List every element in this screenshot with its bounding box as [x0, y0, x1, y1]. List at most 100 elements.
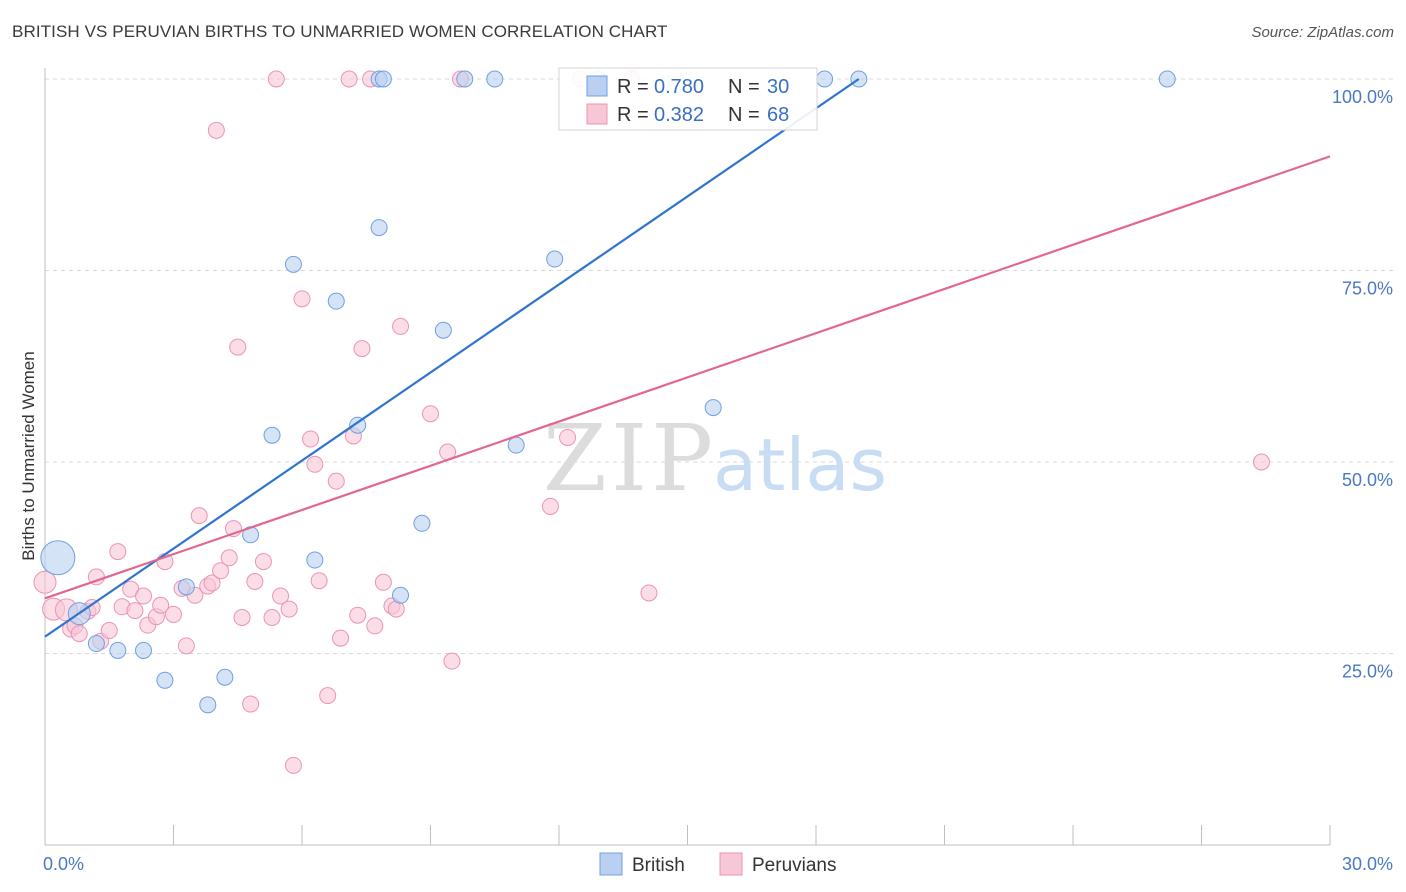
peruvians-point [422, 405, 439, 423]
peruvians-point [319, 687, 337, 705]
y-tick-label: 75.0% [1342, 279, 1393, 299]
peruvians-point [203, 574, 221, 592]
british-point [109, 641, 127, 659]
peruvians-point [109, 543, 127, 561]
chart-title: BRITISH VS PERUVIAN BIRTHS TO UNMARRIED … [12, 22, 668, 41]
y-axis-title: Births to Unmarried Women [19, 351, 38, 560]
peruvians-point [349, 606, 367, 624]
british-point [306, 551, 324, 569]
bottom-legend-swatch-british [599, 852, 623, 876]
peruvians-trend-line [44, 155, 1331, 600]
peruvians-point [233, 608, 251, 626]
peruvians-point [246, 572, 264, 590]
peruvians-point [70, 625, 88, 643]
british-point [263, 426, 281, 444]
british-point [87, 635, 105, 653]
british-point [546, 250, 564, 268]
watermark-zip: ZIP [543, 405, 717, 512]
legend-n-label: N = [728, 76, 760, 98]
peruvians-point [212, 562, 230, 580]
peruvians-point [33, 570, 57, 594]
british-point [486, 70, 504, 88]
british-point [1158, 70, 1176, 88]
peruvians-point [254, 553, 272, 571]
legend-r-label: R = [617, 76, 649, 98]
legend-swatch-peruvians [586, 103, 608, 125]
source-label: Source: ZipAtlas.com [1251, 24, 1394, 41]
bottom-legend: British Peruvians [599, 852, 837, 876]
peruvians-point [267, 70, 285, 88]
peruvians-point [327, 472, 345, 490]
peruvians-point [443, 652, 461, 670]
peruvians-point [220, 549, 238, 567]
peruvians-point [366, 617, 384, 635]
british-point [456, 70, 474, 88]
british-trend-line [44, 78, 860, 638]
peruvians-point [126, 602, 144, 620]
peruvians-point [332, 629, 350, 647]
british-point [507, 436, 525, 454]
peruvians-point [284, 756, 302, 774]
peruvians-point [640, 584, 658, 602]
british-point [216, 668, 234, 686]
british-point [327, 292, 345, 310]
peruvians-point [559, 428, 577, 446]
british-point [392, 586, 410, 604]
axes [44, 68, 1331, 846]
peruvians-point [229, 338, 247, 356]
british-point [370, 219, 388, 237]
peruvians-point [152, 596, 170, 614]
british-point [704, 399, 722, 417]
peruvians-point [541, 497, 559, 515]
peruvians-point [263, 608, 281, 626]
legend-r-value: 0.780 [654, 76, 704, 98]
y-tick-label: 50.0% [1342, 470, 1393, 490]
british-point [40, 540, 76, 576]
bottom-legend-swatch-peruvians [719, 852, 743, 876]
peruvians-point [302, 430, 320, 448]
peruvians-point [306, 455, 324, 473]
watermark: ZIP atlas [543, 405, 887, 512]
peruvians-point [207, 121, 225, 139]
british-point [284, 255, 302, 273]
peruvians-point [100, 622, 118, 640]
legend-r-label: R = [617, 104, 649, 126]
peruvians-point [293, 290, 311, 308]
british-point [816, 70, 834, 88]
british-point [199, 696, 217, 714]
y-tick-labels: 25.0% 50.0% 75.0% 100.0% [1332, 87, 1393, 682]
legend-r-value: 0.382 [654, 104, 704, 126]
bottom-legend-label-british: British [632, 855, 685, 876]
peruvians-point [135, 587, 153, 605]
peruvians-point [190, 507, 208, 525]
peruvians-point [1252, 453, 1270, 471]
x-tick-label-min: 0.0% [43, 854, 84, 874]
peruvians-point [280, 600, 298, 618]
british-point [374, 70, 392, 88]
legend: R = 0.780 N = 30 R = 0.382 N = 68 [558, 67, 818, 131]
peruvians-point [272, 587, 290, 605]
peruvians-point [310, 572, 328, 590]
peruvians-point [392, 317, 410, 335]
legend-n-value: 30 [767, 76, 789, 98]
y-tick-label: 100.0% [1332, 87, 1393, 107]
y-tick-label: 25.0% [1342, 662, 1393, 682]
british-point [156, 671, 174, 689]
bottom-legend-label-peruvians: Peruvians [752, 855, 837, 876]
peruvians-point [177, 637, 195, 655]
british-point [135, 641, 153, 659]
trend-lines [44, 78, 1331, 638]
british-point [434, 321, 452, 339]
watermark-atlas: atlas [713, 423, 887, 507]
peruvians-point [165, 605, 182, 623]
legend-n-value: 68 [767, 104, 789, 126]
peruvians-point [340, 70, 358, 88]
peruvians-point [353, 340, 371, 358]
british-point [413, 514, 431, 532]
x-tick-labels: 0.0% 30.0% [43, 854, 1393, 874]
british-point [177, 578, 195, 596]
peruvians-point [242, 695, 260, 713]
peruvians-point [374, 573, 392, 591]
british-point [349, 416, 367, 434]
